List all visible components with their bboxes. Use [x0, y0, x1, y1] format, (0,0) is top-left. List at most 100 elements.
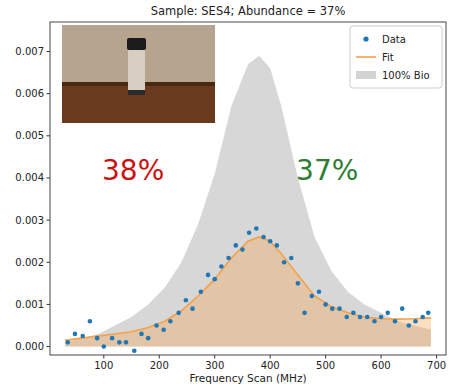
data-point: [351, 311, 356, 316]
chart: Sample: SES4; Abundance = 37% 100 200 300 40…: [0, 0, 454, 384]
y-tick: [47, 135, 51, 136]
data-point: [132, 348, 137, 353]
y-tick: [47, 51, 51, 52]
y-tick: [47, 220, 51, 221]
photo-bottle: [128, 50, 145, 95]
data-point: [240, 247, 245, 252]
x-tick-label: 100: [94, 360, 113, 371]
y-tick: [47, 304, 51, 305]
data-point: [154, 323, 159, 328]
legend-label: Data: [382, 34, 406, 45]
legend-box: [350, 26, 442, 88]
x-tick-label: 600: [372, 360, 391, 371]
y-tick: [47, 177, 51, 178]
data-point: [337, 306, 342, 311]
data-point: [420, 315, 425, 320]
data-point: [254, 226, 259, 231]
data-point: [233, 243, 238, 248]
y-tick-label: 0.003: [15, 215, 44, 226]
x-tick-label: 500: [316, 360, 335, 371]
data-point: [323, 302, 328, 307]
photo-wall: [62, 25, 215, 123]
data-point: [282, 260, 287, 265]
data-point: [168, 319, 173, 324]
background: [0, 0, 454, 384]
data-point: [101, 344, 106, 349]
x-tick-label: 400: [261, 360, 280, 371]
y-tick-label: 0.000: [15, 341, 44, 352]
legend-line: [356, 56, 376, 58]
plot-frame: [50, 22, 446, 355]
data-point: [247, 230, 252, 235]
data-point: [302, 311, 307, 316]
legend-label: Fit: [382, 52, 394, 63]
y-tick-label: 0.001: [15, 299, 44, 310]
data-point: [393, 319, 398, 324]
data-point: [110, 336, 115, 341]
x-tick: [214, 355, 215, 359]
data-point: [139, 332, 144, 337]
data-point: [226, 256, 231, 261]
y-tick-label: 0.006: [15, 88, 44, 99]
x-tick: [270, 355, 271, 359]
photo-table: [62, 85, 215, 123]
data-point: [95, 336, 100, 341]
data-point: [330, 306, 335, 311]
data-point: [261, 235, 266, 240]
area-fill: [65, 237, 431, 347]
data-point: [146, 336, 151, 341]
data-point: [124, 340, 129, 345]
x-tick-label: 200: [150, 360, 169, 371]
y-tick-label: 0.002: [15, 257, 44, 268]
data-point: [344, 315, 349, 320]
x-tick: [159, 355, 160, 359]
x-tick: [436, 355, 437, 359]
annotation: 37%: [296, 154, 358, 187]
data-point: [184, 298, 189, 303]
fit-line: [65, 237, 431, 340]
data-point: [176, 311, 181, 316]
x-tick: [381, 355, 382, 359]
data-point: [117, 340, 122, 345]
data-point: [426, 311, 431, 316]
x-axis-label: Frequency Scan (MHz): [189, 372, 306, 384]
y-tick: [47, 346, 51, 347]
data-point: [379, 315, 384, 320]
y-tick: [47, 93, 51, 94]
y-tick-label: 0.005: [15, 130, 44, 141]
x-tick-label: 300: [205, 360, 224, 371]
data-point: [385, 311, 390, 316]
y-tick: [47, 262, 51, 263]
data-point: [65, 340, 70, 345]
data-point: [268, 239, 273, 244]
data-point: [80, 334, 85, 339]
y-tick-label: 0.004: [15, 172, 44, 183]
data-point: [296, 281, 301, 286]
data-point: [358, 315, 363, 320]
y-tick-label: 0.007: [15, 46, 44, 57]
data-point: [400, 306, 405, 311]
x-tick: [103, 355, 104, 359]
data-point: [73, 332, 78, 337]
data-point: [199, 289, 204, 294]
data-point: [88, 319, 93, 324]
data-point: [206, 273, 211, 278]
data-point: [219, 264, 224, 269]
inset-photo: [62, 25, 215, 123]
legend-marker: [363, 36, 368, 41]
data-point: [275, 243, 280, 248]
data-point: [407, 323, 412, 328]
data-point: [413, 319, 418, 324]
x-tick-label: 700: [427, 360, 446, 371]
data-point: [212, 277, 217, 282]
legend: Data Fit 100% Bio: [350, 26, 442, 88]
legend-label: 100% Bio: [382, 70, 430, 81]
x-tick: [325, 355, 326, 359]
legend-patch: [356, 71, 376, 79]
photo-cap: [127, 38, 146, 50]
data-point: [161, 327, 166, 332]
annotation: 38%: [102, 154, 164, 187]
title: Sample: SES4; Abundance = 37%: [151, 4, 346, 18]
data-point: [190, 306, 195, 311]
photo-bottle-base: [128, 90, 145, 95]
